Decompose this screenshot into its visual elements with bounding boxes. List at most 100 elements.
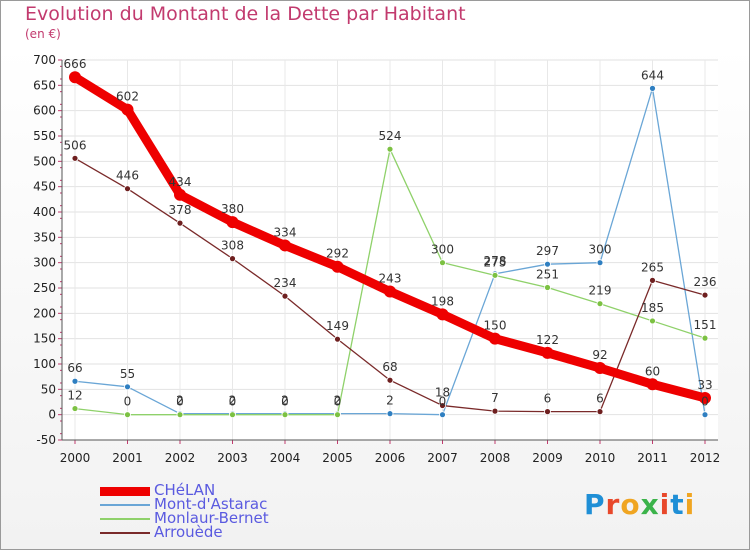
data-label-0: 666 bbox=[64, 57, 87, 71]
series-point-3 bbox=[281, 292, 289, 300]
data-label-0: 434 bbox=[169, 175, 192, 189]
x-tick-label: 2008 bbox=[480, 451, 511, 465]
data-label-1: 2 bbox=[386, 394, 394, 408]
data-label-2: 524 bbox=[379, 129, 402, 143]
data-label-0: 292 bbox=[326, 247, 349, 261]
legend-item-3: Arrouède bbox=[100, 523, 320, 541]
chart-legend: CHéLAN Mont-d'Astarac Monlaur-Bernet Arrouè… bbox=[100, 481, 320, 541]
y-tick-label: 700 bbox=[33, 53, 56, 67]
proxiti-logo: Proxiti bbox=[584, 488, 695, 521]
x-tick-label: 2001 bbox=[112, 451, 143, 465]
data-label-0: 92 bbox=[592, 348, 607, 362]
series-point-2 bbox=[701, 334, 709, 342]
data-label-1: 0 bbox=[701, 395, 709, 409]
series-point-2 bbox=[439, 259, 446, 267]
x-tick-label: 2004 bbox=[270, 451, 301, 465]
data-label-2: 0 bbox=[124, 395, 132, 409]
legend-item-2: Monlaur-Bernet bbox=[100, 509, 320, 527]
data-label-1: 2 bbox=[281, 394, 289, 408]
series-point-0 bbox=[699, 391, 711, 404]
data-label-2: 300 bbox=[431, 243, 454, 257]
series-point-3 bbox=[439, 402, 446, 409]
data-label-0: 198 bbox=[431, 294, 454, 308]
legend-label: Arrouède bbox=[154, 523, 223, 541]
data-label-3: 68 bbox=[382, 360, 397, 374]
legend-label: Mont-d'Astarac bbox=[154, 495, 268, 513]
legend-label: CHéLAN bbox=[154, 481, 216, 499]
data-label-1: 0 bbox=[439, 395, 447, 409]
legend-item-0: CHéLAN bbox=[100, 481, 320, 499]
data-label-0: 33 bbox=[697, 378, 712, 392]
data-label-0: 334 bbox=[274, 225, 297, 239]
series-point-1 bbox=[124, 383, 131, 391]
series-point-0 bbox=[279, 239, 291, 252]
x-tick-label: 2000 bbox=[60, 451, 91, 465]
series-point-3 bbox=[124, 185, 131, 193]
data-label-3: 234 bbox=[274, 276, 297, 290]
series-point-3 bbox=[71, 154, 79, 162]
series-point-0 bbox=[174, 188, 186, 201]
data-label-1: 55 bbox=[120, 367, 135, 381]
y-tick-label: 350 bbox=[33, 230, 56, 244]
data-label-0: 243 bbox=[379, 272, 402, 286]
data-label-3: 506 bbox=[64, 138, 87, 152]
series-point-3 bbox=[701, 291, 709, 299]
data-label-3: 6 bbox=[544, 392, 552, 406]
series-point-2 bbox=[544, 284, 551, 291]
data-label-1: 2 bbox=[176, 394, 184, 408]
y-tick-label: 400 bbox=[33, 205, 56, 219]
series-point-1 bbox=[439, 411, 446, 419]
x-tick-label: 2012 bbox=[690, 451, 721, 465]
data-label-2: 275 bbox=[484, 255, 507, 269]
data-label-2: 151 bbox=[694, 318, 717, 332]
data-label-3: 18 bbox=[435, 386, 450, 400]
data-label-3: 308 bbox=[221, 239, 244, 253]
series-point-0 bbox=[226, 216, 239, 229]
series-point-3 bbox=[334, 335, 341, 343]
data-label-1: 278 bbox=[484, 254, 507, 268]
data-label-2: 12 bbox=[67, 389, 82, 403]
series-point-0 bbox=[69, 71, 81, 84]
chart-title: Evolution du Montant de la Dette par Hab… bbox=[25, 3, 466, 25]
data-label-2: 251 bbox=[536, 267, 559, 281]
data-label-0: 122 bbox=[536, 333, 559, 347]
series-point-2 bbox=[649, 317, 656, 325]
series-point-2 bbox=[491, 271, 499, 279]
y-tick-label: 300 bbox=[33, 256, 56, 270]
x-tick-label: 2010 bbox=[585, 451, 616, 465]
series-point-2 bbox=[596, 300, 604, 308]
y-tick-label: 500 bbox=[33, 154, 56, 168]
logo-letter: t bbox=[670, 488, 685, 521]
data-label-2: 0 bbox=[281, 395, 289, 409]
series-point-2 bbox=[176, 411, 184, 419]
series-point-2 bbox=[386, 145, 394, 153]
logo-letter: i bbox=[659, 488, 671, 521]
series-point-1 bbox=[701, 411, 709, 419]
data-label-3: 378 bbox=[169, 203, 192, 217]
data-label-3: 446 bbox=[116, 169, 139, 183]
series-point-2 bbox=[229, 411, 236, 419]
y-tick-label: 200 bbox=[33, 306, 56, 320]
series-point-3 bbox=[229, 255, 236, 263]
data-label-1: 2 bbox=[334, 394, 342, 408]
series-point-0 bbox=[121, 103, 134, 116]
series-point-3 bbox=[544, 408, 551, 416]
data-label-1: 2 bbox=[229, 394, 237, 408]
legend-swatch bbox=[100, 518, 150, 520]
data-label-3: 7 bbox=[491, 391, 499, 405]
legend-swatch bbox=[100, 504, 150, 506]
data-label-0: 602 bbox=[116, 90, 139, 104]
legend-label: Monlaur-Bernet bbox=[154, 509, 269, 527]
series-point-2 bbox=[334, 411, 341, 419]
y-tick-label: -50 bbox=[36, 433, 56, 447]
data-label-0: 380 bbox=[221, 202, 244, 216]
legend-item-1: Mont-d'Astarac bbox=[100, 495, 320, 513]
series-point-3 bbox=[491, 407, 499, 415]
y-tick-label: 550 bbox=[33, 129, 56, 143]
y-tick-label: 450 bbox=[33, 180, 56, 194]
logo-letter: x bbox=[640, 488, 660, 521]
data-label-0: 60 bbox=[645, 364, 660, 378]
series-point-0 bbox=[331, 260, 344, 273]
y-tick-label: 250 bbox=[33, 281, 56, 295]
